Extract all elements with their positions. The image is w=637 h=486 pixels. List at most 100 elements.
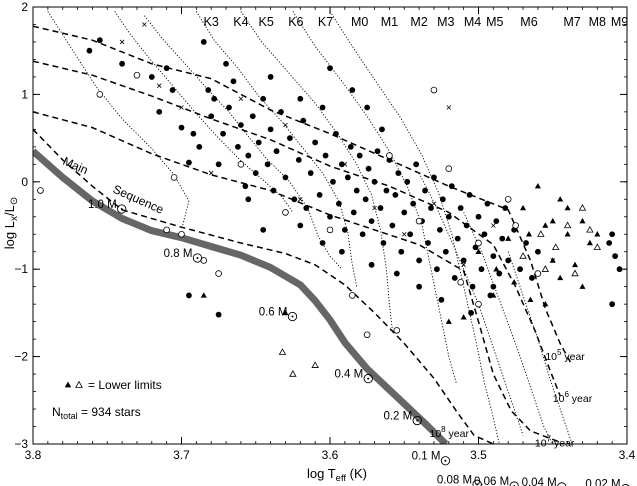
- sun-symbol-dot-0: [120, 208, 123, 211]
- sun-symbol-dot-1: [196, 256, 199, 259]
- point-filled-20: [245, 152, 252, 159]
- spectral-type-label-m8: M8: [589, 15, 606, 29]
- mass-label-7: 0.06 M: [474, 476, 509, 486]
- point-filled-62: [389, 222, 396, 229]
- y-axis-title-main: log L: [2, 221, 17, 249]
- isochrone-label-0: 105 year: [545, 348, 585, 363]
- y-tick-label-5: −3: [14, 437, 28, 451]
- point-open-16: [504, 195, 512, 203]
- spectral-type-label-k3: K3: [204, 15, 219, 29]
- spectral-type-label-m6: M6: [520, 15, 537, 29]
- point-filled-21: [249, 113, 256, 120]
- point-filled-71: [416, 257, 422, 264]
- mass-track-6: [329, 11, 500, 444]
- point-lower-limit-open-1: [289, 370, 297, 377]
- point-filled-78: [436, 226, 443, 233]
- point-filled-52: [359, 231, 366, 238]
- sun-symbol-dot-5: [444, 459, 447, 462]
- point-cross-10: [431, 201, 437, 206]
- point-filled-67: [404, 178, 411, 185]
- point-filled-107: [609, 231, 616, 238]
- point-filled-100: [502, 205, 509, 211]
- mass-track-3: [195, 11, 358, 287]
- isochrone-label-3: 108 year: [429, 425, 469, 440]
- point-filled-109: [616, 266, 623, 273]
- spectral-type-label-m9: M9: [611, 15, 628, 29]
- point-cross-9: [401, 231, 407, 237]
- sun-symbol-icon-1: [192, 253, 203, 263]
- main-sequence-line: [33, 148, 449, 444]
- y-tick-label-1: 1: [21, 87, 28, 101]
- mass-track-2: [144, 15, 343, 270]
- point-filled-111: [606, 240, 613, 246]
- y-tick-label-2: 0: [21, 175, 28, 189]
- point-filled-131: [215, 311, 222, 318]
- point-cross-0: [119, 39, 125, 45]
- point-cross-11: [461, 262, 466, 268]
- point-open-1: [96, 91, 104, 98]
- point-lower-limit-filled-11: [586, 239, 593, 246]
- point-filled-44: [336, 200, 342, 207]
- point-open-0: [37, 187, 44, 194]
- point-open-21: [475, 300, 482, 308]
- point-lower-limit-filled-3: [511, 279, 518, 285]
- point-open-2: [133, 71, 141, 79]
- isochrone-label-exp-0: 5: [557, 348, 562, 357]
- point-filled-51: [356, 152, 363, 159]
- point-filled-118: [223, 60, 229, 67]
- point-filled-76: [431, 174, 437, 181]
- x-axis-title-main: log T: [307, 466, 336, 481]
- point-open-8: [237, 161, 245, 168]
- point-filled-119: [200, 39, 207, 45]
- spectral-type-label-m0: M0: [351, 15, 368, 29]
- legend-markers: [64, 380, 83, 388]
- point-lower-limit-open-0: [278, 348, 287, 355]
- sun-symbol-icon-3: [363, 373, 373, 384]
- point-filled-23: [255, 139, 262, 146]
- isochrone-label-exp-2: 7: [547, 435, 552, 444]
- point-filled-4: [156, 108, 163, 115]
- point-lower-limit-filled-19: [505, 235, 512, 241]
- point-filled-54: [365, 165, 372, 172]
- isochrone-label-unit-0: year: [561, 351, 585, 363]
- point-lower-limit-filled-23: [200, 292, 207, 298]
- point-lower-limit-open-5: [551, 243, 560, 250]
- point-filled-11: [208, 113, 215, 120]
- point-open-12: [386, 152, 393, 159]
- spectral-type-label-k4: K4: [233, 15, 248, 29]
- point-filled-41: [327, 213, 333, 220]
- point-filled-101: [505, 257, 512, 264]
- point-open-23: [457, 279, 464, 286]
- point-filled-25: [264, 161, 271, 168]
- point-filled-125: [438, 296, 445, 303]
- point-filled-59: [380, 240, 387, 246]
- isochrone-label-unit-3: year: [446, 428, 470, 440]
- mass-track-8: [463, 212, 554, 444]
- legend-lower-limits-text: = Lower limits: [88, 378, 162, 392]
- point-filled-84: [454, 235, 461, 242]
- point-open-5: [178, 230, 185, 238]
- point-filled-77: [434, 266, 440, 273]
- point-cross-1: [142, 22, 147, 27]
- point-cross-7: [342, 162, 348, 167]
- y-axis-title-sub-x: x: [9, 216, 20, 221]
- point-filled-98: [496, 270, 503, 277]
- point-lower-limit-filled-13: [542, 300, 549, 307]
- point-filled-27: [270, 187, 277, 194]
- mass-label-5: 0.1 M: [412, 451, 441, 463]
- point-open-19: [393, 327, 401, 334]
- point-lower-limit-filled-25: [460, 314, 467, 320]
- point-filled-110: [609, 301, 616, 308]
- point-filled-86: [460, 257, 467, 264]
- point-lower-limit-filled-8: [564, 231, 571, 237]
- y-axis-title-sun: ⊙: [9, 197, 20, 205]
- point-filled-38: [316, 192, 323, 198]
- point-lower-limit-filled-16: [549, 217, 556, 224]
- point-filled-75: [428, 205, 434, 211]
- point-filled-12: [211, 95, 218, 102]
- point-filled-122: [368, 261, 375, 268]
- point-filled-43: [333, 130, 339, 137]
- point-cross-12: [491, 223, 496, 228]
- sun-symbol-icon-4: [412, 415, 422, 426]
